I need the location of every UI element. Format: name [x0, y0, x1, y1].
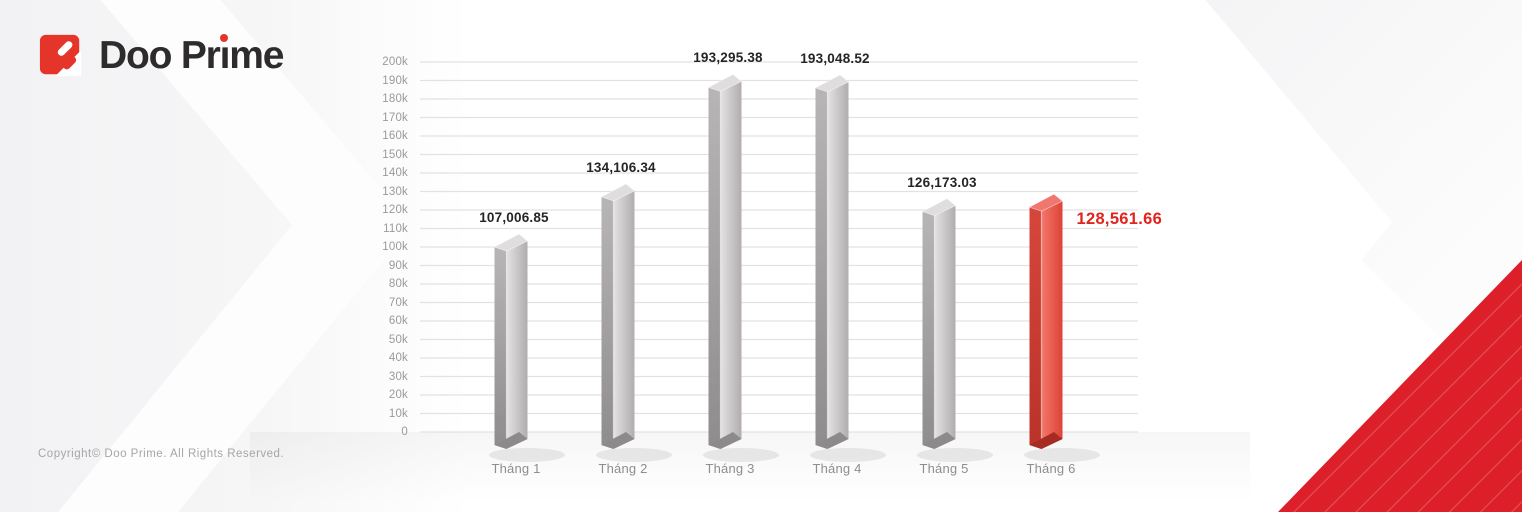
y-axis-tick-label: 40k [388, 352, 408, 364]
bg-chevron-left [58, 0, 412, 512]
red-corner-triangle [1278, 260, 1522, 512]
y-axis-tick-label: 170k [382, 111, 408, 124]
y-axis-tick-label: 20k [388, 389, 408, 401]
bg-floor-haze [250, 432, 1250, 502]
y-axis-tick-label: 80k [388, 278, 408, 290]
y-axis-tick-label: 60k [388, 315, 408, 327]
brand-name: Doo Prı me [99, 34, 284, 77]
bar-5 [917, 198, 993, 462]
doo-prime-logo-icon [39, 34, 82, 77]
y-axis-tick-label: 50k [388, 333, 408, 346]
bg-chevron-right [1040, 0, 1392, 512]
x-axis-label: Tháng 1 [491, 461, 541, 476]
bar-1 [489, 233, 565, 462]
logo-i-dot [220, 34, 229, 42]
y-axis-tick-label: 180k [382, 93, 408, 105]
copyright-text: Copyright© Doo Prime. All Rights Reserve… [38, 448, 285, 460]
y-axis-tick-label: 200k [382, 56, 408, 68]
x-axis-label: Tháng 3 [705, 461, 755, 476]
x-axis-label: Tháng 6 [1026, 461, 1076, 476]
bar-value-label-highlight: 128,561.66 [1076, 210, 1163, 229]
y-axis-tick-label: 70k [388, 296, 408, 309]
y-axis-tick-label: 140k [382, 167, 408, 179]
logo-letter-i: ı [219, 34, 230, 77]
bar-value-label: 193,048.52 [800, 50, 870, 66]
y-axis-tick-label: 130k [382, 185, 408, 198]
x-axis-label: Tháng 5 [919, 461, 969, 476]
y-axis-tick-label: 150k [382, 148, 408, 161]
bar-value-label: 134,106.34 [586, 159, 656, 175]
bar-3 [703, 73, 779, 462]
y-axis-tick-label: 30k [388, 370, 408, 383]
bar-value-label: 107,006.85 [479, 210, 549, 226]
y-axis-tick-label: 100k [382, 241, 408, 253]
y-axis-tick-label: 160k [382, 130, 408, 142]
bar-value-label: 126,173.03 [907, 174, 977, 190]
doo-prime-logo: Doo Prı me [38, 33, 284, 79]
y-axis-tick-label: 120k [382, 204, 408, 216]
y-axis-tick-label: 0 [401, 426, 408, 438]
y-axis-tick-label: 110k [383, 222, 408, 235]
x-axis-label: Tháng 4 [812, 461, 862, 476]
bar-4 [810, 74, 886, 462]
y-axis-tick-label: 90k [388, 259, 408, 272]
bar-value-label: 193,295.38 [693, 50, 763, 66]
bar-6 [1024, 193, 1100, 462]
y-axis-tick-label: 190k [382, 74, 408, 87]
bar-2 [596, 183, 672, 462]
y-axis-tick-label: 10k [388, 407, 408, 420]
x-axis-label: Tháng 2 [598, 461, 648, 476]
